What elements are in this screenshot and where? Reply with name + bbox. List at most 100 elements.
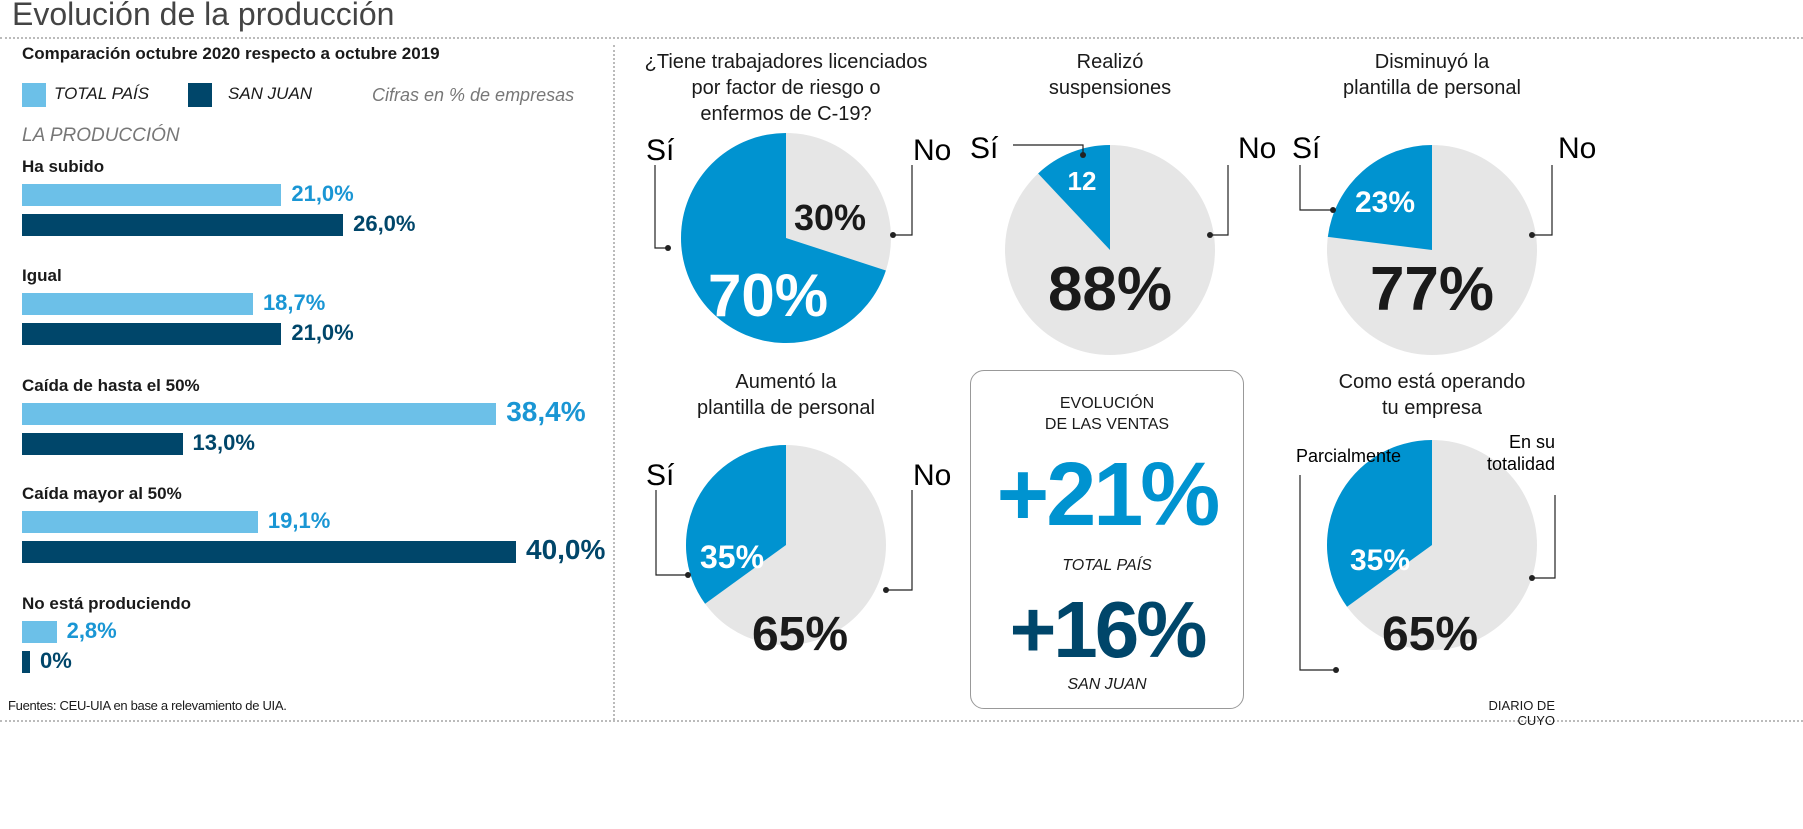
leader-line xyxy=(1013,144,1084,155)
pie-value-no: 30% xyxy=(794,197,866,238)
leader-line xyxy=(1210,165,1229,236)
bar-value-label: 26,0% xyxy=(353,211,416,236)
bar-value-label: 21,0% xyxy=(291,320,354,345)
pie-value-no: 65% xyxy=(1382,608,1478,661)
sales-title-line: DE LAS VENTAS xyxy=(1044,416,1170,433)
legend-label-total: TOTAL PAÍS xyxy=(54,84,150,103)
pie-slice-yes xyxy=(686,445,786,604)
pie-value-yes: 12 xyxy=(1068,166,1097,196)
page-title: Evolución de la producción xyxy=(12,0,395,32)
sales-title: EVOLUCIÓN DE LAS VENTAS xyxy=(970,393,1244,435)
source-note: Fuentes: CEU-UIA en base a relevamiento … xyxy=(8,698,287,713)
leader-line xyxy=(1532,165,1553,236)
units-note: Cifras en % de empresas xyxy=(372,85,575,105)
pie-title: Realizó xyxy=(1077,51,1144,73)
pie-slice-yes xyxy=(1038,145,1110,250)
pie-category-label: totalidad xyxy=(1487,454,1555,474)
bar-total xyxy=(22,184,282,206)
pie-slice-yes xyxy=(1327,440,1432,607)
bar-value-label: 19,1% xyxy=(267,508,331,533)
pie-value-yes: 35% xyxy=(700,539,764,575)
leader-dot xyxy=(1333,667,1339,673)
pie-category-label: Sí xyxy=(970,132,999,165)
bar-value-label: 0% xyxy=(40,648,72,673)
divider xyxy=(613,45,615,720)
leader-line xyxy=(1532,495,1556,579)
sales-box xyxy=(970,370,1244,709)
pie-title: Aumentó la xyxy=(735,371,837,393)
divider xyxy=(0,720,1803,722)
bar-value-label: 13,0% xyxy=(192,430,255,455)
bar-total xyxy=(22,293,253,315)
pie-title: ¿Tiene trabajadores licenciados xyxy=(645,51,928,73)
pie-value-yes: 23% xyxy=(1355,186,1415,219)
pie-value-no: 88% xyxy=(1048,255,1172,324)
category-label: Caída de hasta el 50% xyxy=(22,376,200,395)
divider xyxy=(0,37,1803,39)
legend-swatch-total xyxy=(22,83,46,107)
bar-sanjuan xyxy=(22,433,183,455)
section-label: LA PRODUCCIÓN xyxy=(22,125,180,146)
category-label: Igual xyxy=(22,266,62,285)
pie-category-label: Sí xyxy=(646,134,675,167)
pie-title: enfermos de C-19? xyxy=(700,103,871,125)
pie-slice-yes xyxy=(681,133,886,343)
leader-dot xyxy=(1207,232,1213,238)
leader-line xyxy=(886,490,913,591)
category-label: Ha subido xyxy=(22,157,105,176)
category-label: No está produciendo xyxy=(22,594,192,613)
leader-dot xyxy=(685,572,691,578)
pie-title: tu empresa xyxy=(1382,397,1483,419)
category-label: Caída mayor al 50% xyxy=(22,484,182,503)
pie-value-no: 77% xyxy=(1370,255,1494,324)
bar-total xyxy=(22,403,497,425)
brand-logo: DIARIO DE CUYO xyxy=(1488,698,1555,728)
leader-dot xyxy=(883,587,889,593)
leader-line xyxy=(655,490,688,576)
pie-title: Disminuyó la xyxy=(1375,51,1490,73)
bar-sanjuan xyxy=(22,651,30,673)
pie-category-label: Sí xyxy=(1292,132,1321,165)
pie-category-label: No xyxy=(1238,132,1276,165)
bar-value-label: 21,0% xyxy=(291,181,354,206)
pie-value-yes: 35% xyxy=(1350,544,1410,577)
chart-subtitle: Comparación octubre 2020 respecto a octu… xyxy=(22,44,440,63)
legend-swatch-sanjuan xyxy=(188,83,212,107)
bar-value-label: 40,0% xyxy=(526,534,606,565)
pie-value-no: 65% xyxy=(752,608,848,661)
pie-value-yes: 70% xyxy=(708,262,828,329)
pie-category-label: Parcialmente xyxy=(1296,446,1401,466)
bar-value-label: 18,7% xyxy=(262,290,326,315)
bar-value-label: 38,4% xyxy=(506,396,586,427)
sales-total-label: TOTAL PAÍS xyxy=(1062,557,1152,574)
leader-line xyxy=(1299,165,1333,211)
bar-sanjuan xyxy=(22,214,344,236)
sales-sj-value: +16% xyxy=(1009,585,1208,674)
legend-label-sanjuan: SAN JUAN xyxy=(228,84,313,103)
sales-sj-label: SAN JUAN xyxy=(1067,676,1147,693)
bar-value-label: 2,8% xyxy=(66,618,117,643)
pie-category-label: Sí xyxy=(646,459,675,492)
leader-line xyxy=(654,165,668,249)
pie-slice-yes xyxy=(1327,145,1432,250)
pie-title: Como está operando xyxy=(1339,371,1526,393)
bar-sanjuan xyxy=(22,323,282,345)
pie-title: por factor de riesgo o xyxy=(692,77,881,99)
leader-dot xyxy=(1529,575,1535,581)
leader-dot xyxy=(665,245,671,251)
leader-dot xyxy=(1529,232,1535,238)
leader-line xyxy=(1299,475,1336,671)
pie-category-label: No xyxy=(1558,132,1596,165)
leader-dot xyxy=(1330,207,1336,213)
pie-category-label: No xyxy=(913,459,951,492)
pie-category-label: En su xyxy=(1509,432,1555,452)
leader-line xyxy=(893,165,913,236)
pie-category-label: No xyxy=(913,134,951,167)
bar-total xyxy=(22,621,57,643)
leader-dot xyxy=(1080,152,1086,158)
pie-title: plantilla de personal xyxy=(1343,77,1521,99)
pie-title: suspensiones xyxy=(1049,77,1171,99)
pie-title: plantilla de personal xyxy=(697,397,875,419)
